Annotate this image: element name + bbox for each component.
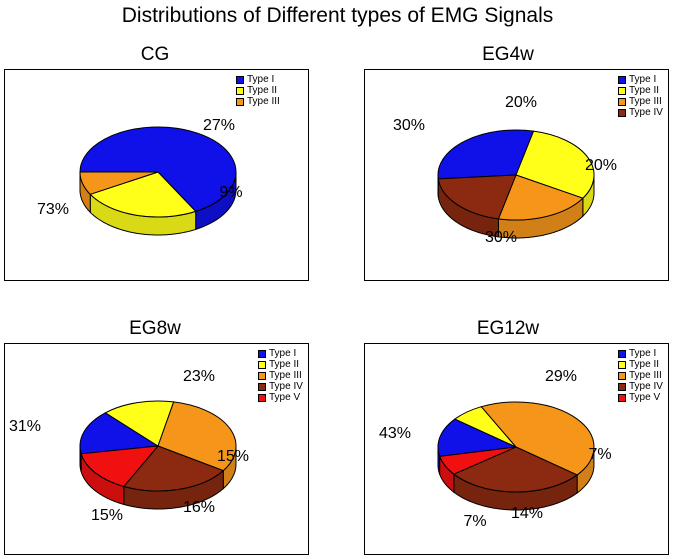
legend-item: Type I <box>258 348 303 359</box>
pie-eg8w: 16% 15% 31% 23% 15% <box>9 368 249 524</box>
legend-item: Type II <box>618 85 663 96</box>
legend-swatch <box>618 371 626 380</box>
legend-label: Type III <box>629 370 662 381</box>
legend-label: Type V <box>269 392 301 403</box>
pie-label-type-iii: 43% <box>379 425 411 442</box>
pie-label-type-iii: 20% <box>505 94 537 111</box>
pie-label-type-v: 7% <box>588 446 611 463</box>
legend-swatch <box>618 360 626 369</box>
legend-item: Type IV <box>618 107 663 118</box>
legend-swatch <box>618 393 626 402</box>
legend-eg4w: Type I Type II Type III Type IV <box>618 74 663 118</box>
legend-swatch <box>618 349 626 358</box>
pie-label-type-iii: 9% <box>219 184 242 201</box>
legend-swatch <box>618 97 626 106</box>
legend-label: Type II <box>629 359 660 370</box>
pie-slice-type-iv <box>437 174 517 220</box>
legend-label: Type III <box>247 96 280 107</box>
legend-item: Type III <box>618 96 663 107</box>
pie-label-type-v: 15% <box>217 448 249 465</box>
pie-slice-type-iii <box>157 401 237 472</box>
legend-swatch <box>258 382 266 391</box>
legend-label: Type II <box>629 85 660 96</box>
pie-slice-type-iii <box>480 401 595 476</box>
pie-eg4w: 30% 30% 20% 20% <box>393 94 617 246</box>
pie-label-type-ii: 30% <box>393 117 425 134</box>
pie-cg: 73% 27% 9% <box>37 117 243 236</box>
legend-swatch <box>618 382 626 391</box>
pie-label-type-i: 30% <box>485 229 517 246</box>
legend-label: Type IV <box>269 381 303 392</box>
pie-slice-type-i <box>79 412 160 455</box>
pie-label-type-iii: 31% <box>9 418 41 435</box>
pie-label-type-ii: 15% <box>91 507 123 524</box>
pie-slice-type-iv <box>452 446 579 493</box>
legend-eg8w: Type I Type II Type III Type IV Type V <box>258 348 303 403</box>
legend-item: Type I <box>618 348 663 359</box>
pie-slice-type-i <box>437 129 535 180</box>
legend-item: Type II <box>618 359 663 370</box>
chart-title-eg8w: EG8w <box>129 318 181 339</box>
legend-item: Type III <box>258 370 303 381</box>
legend-item: Type III <box>618 370 663 381</box>
legend-item: Type I <box>618 74 663 85</box>
legend-swatch <box>236 75 244 84</box>
legend-label: Type I <box>629 348 657 359</box>
pie-label-type-iv: 29% <box>545 368 577 385</box>
pie-label-type-ii: 7% <box>463 513 486 530</box>
legend-item: Type IV <box>618 381 663 392</box>
legend-swatch <box>236 97 244 106</box>
legend-item: Type V <box>258 392 303 403</box>
pie-label-type-i: 73% <box>37 201 69 218</box>
chart-title-cg: CG <box>140 44 170 65</box>
chart-panel-cg: Type I Type II Type III 73% 27% 9% <box>4 69 309 281</box>
pie-slice-type-i <box>79 126 237 212</box>
pie-slice-type-v <box>439 446 517 475</box>
pie-slice-type-iii <box>79 171 159 195</box>
chart-panel-eg4w: Type I Type II Type III Type IV 30% 30% 20% 20… <box>364 69 669 281</box>
legend-label: Type III <box>269 370 302 381</box>
chart-panel-eg12w: Type I Type II Type III Type IV Type V 14% 7%… <box>364 343 669 555</box>
legend-item: Type III <box>236 96 280 107</box>
legend-label: Type V <box>629 392 661 403</box>
chart-title-eg4w: EG4w <box>482 44 534 65</box>
pie-label-type-i: 16% <box>183 499 215 516</box>
legend-item: Type II <box>258 359 303 370</box>
legend-label: Type I <box>269 348 297 359</box>
legend-swatch <box>258 360 266 369</box>
legend-label: Type II <box>269 359 300 370</box>
chart-title-eg12w: EG12w <box>476 318 540 339</box>
legend-label: Type IV <box>629 107 663 118</box>
legend-swatch <box>258 393 266 402</box>
legend-item: Type V <box>618 392 663 403</box>
main-title: Distributions of Different types of EMG … <box>121 4 554 27</box>
legend-label: Type II <box>247 85 278 96</box>
legend-swatch <box>618 75 626 84</box>
legend-label: Type IV <box>629 381 663 392</box>
pie-slice-type-ii <box>89 171 197 218</box>
legend-swatch <box>618 108 626 117</box>
legend-item: Type II <box>236 85 280 96</box>
pie-label-type-i: 14% <box>511 505 543 522</box>
pie-slice-type-iii <box>497 174 584 221</box>
legend-swatch <box>258 349 266 358</box>
legend-label: Type I <box>629 74 657 85</box>
pie-slice-type-i <box>437 418 518 457</box>
pie-slice-type-ii <box>104 400 175 447</box>
legend-label: Type III <box>629 96 662 107</box>
legend-cg: Type I Type II Type III <box>236 74 280 107</box>
pie-label-type-iv: 23% <box>183 368 215 385</box>
legend-swatch <box>258 371 266 380</box>
pie-label-type-iv: 20% <box>585 157 617 174</box>
legend-swatch <box>236 86 244 95</box>
legend-item: Type IV <box>258 381 303 392</box>
pie-slice-type-v <box>80 445 160 488</box>
legend-eg12w: Type I Type II Type III Type IV Type V <box>618 348 663 403</box>
pie-eg12w: 14% 7% 43% 29% 7% <box>379 368 612 530</box>
legend-label: Type I <box>247 74 275 85</box>
legend-swatch <box>618 86 626 95</box>
legend-item: Type I <box>236 74 280 85</box>
chart-panel-eg8w: Type I Type II Type III Type IV Type V 16% 15… <box>4 343 309 555</box>
pie-label-type-ii: 27% <box>203 117 235 134</box>
